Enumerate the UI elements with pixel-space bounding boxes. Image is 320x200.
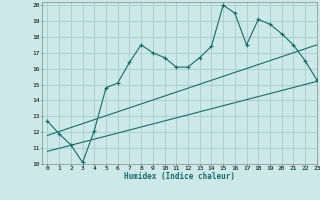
X-axis label: Humidex (Indice chaleur): Humidex (Indice chaleur) xyxy=(124,172,235,181)
